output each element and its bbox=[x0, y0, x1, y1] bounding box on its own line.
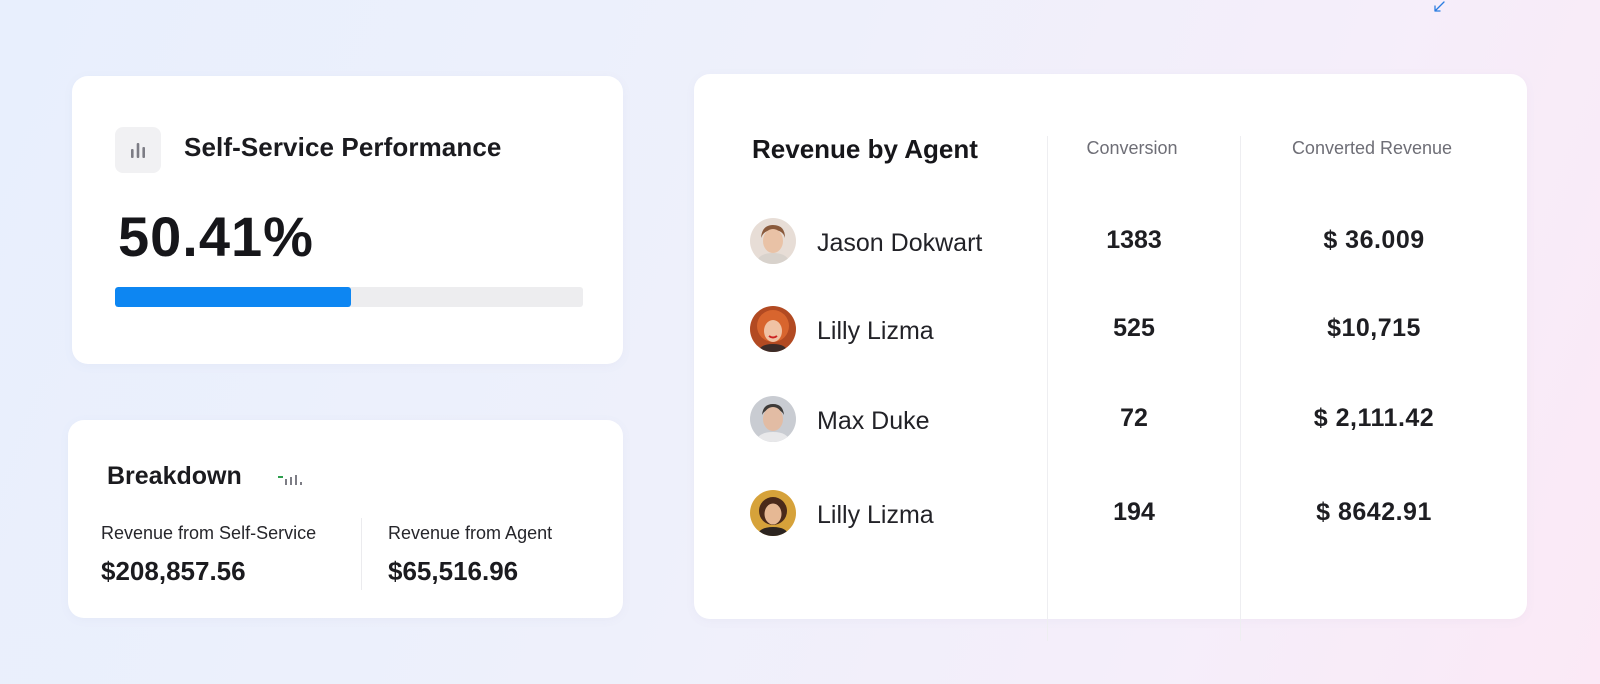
agent-conversion: 194 bbox=[1113, 498, 1155, 526]
bar-chart-icon bbox=[115, 127, 161, 173]
mini-bar-chart-icon bbox=[278, 472, 306, 490]
self-service-revenue: Revenue from Self-Service $208,857.56 bbox=[101, 523, 316, 587]
agent-converted-revenue: $ 2,111.42 bbox=[1313, 404, 1435, 432]
breakdown-divider bbox=[361, 518, 362, 590]
agent-revenue-amount: $65,516.96 bbox=[388, 556, 519, 586]
self-service-performance-card: Self-Service Performance 50.41% bbox=[72, 76, 623, 364]
performance-title: Self-Service Performance bbox=[184, 132, 502, 162]
conversion-column-header: Conversion bbox=[1086, 138, 1178, 158]
agent-revenue-label: Revenue from Agent bbox=[388, 523, 553, 543]
column-divider bbox=[1240, 136, 1241, 641]
table-row[interactable]: Jason Dokwart 1383 $ 36.009 bbox=[694, 218, 1527, 268]
performance-value: 50.41% bbox=[118, 205, 314, 268]
agent-revenue: Revenue from Agent $65,516.96 bbox=[388, 523, 552, 587]
table-row[interactable]: Lilly Lizma 194 $ 8642.91 bbox=[694, 490, 1527, 540]
agent-name: Lilly Lizma bbox=[817, 501, 934, 529]
performance-progress-bar bbox=[115, 287, 583, 307]
agent-conversion: 72 bbox=[1120, 404, 1148, 432]
performance-progress-fill bbox=[115, 287, 351, 307]
avatar bbox=[750, 396, 796, 442]
agent-converted-revenue: $10,715 bbox=[1327, 314, 1421, 342]
avatar bbox=[750, 490, 796, 536]
converted-revenue-column-header: Converted Revenue bbox=[1291, 138, 1453, 158]
agent-name: Jason Dokwart bbox=[817, 229, 983, 257]
table-row[interactable]: Lilly Lizma 525 $10,715 bbox=[694, 306, 1527, 356]
revenue-by-agent-card: Revenue by Agent Conversion Converted Re… bbox=[694, 74, 1527, 641]
arrow-down-left-icon bbox=[1432, 0, 1446, 18]
agent-conversion: 525 bbox=[1113, 314, 1155, 342]
column-divider bbox=[1047, 136, 1048, 641]
self-service-revenue-label: Revenue from Self-Service bbox=[101, 523, 317, 543]
revenue-by-agent-title: Revenue by Agent bbox=[752, 134, 978, 164]
breakdown-card: Breakdown Revenue from Self-Service $208… bbox=[68, 420, 623, 618]
agent-name: Lilly Lizma bbox=[817, 317, 934, 345]
agent-conversion: 1383 bbox=[1106, 226, 1162, 254]
breakdown-title: Breakdown bbox=[107, 462, 242, 490]
agent-converted-revenue: $ 8642.91 bbox=[1316, 498, 1432, 526]
self-service-revenue-amount: $208,857.56 bbox=[101, 556, 246, 586]
agent-converted-revenue: $ 36.009 bbox=[1323, 226, 1425, 254]
avatar bbox=[750, 306, 796, 352]
table-row[interactable]: Max Duke 72 $ 2,111.42 bbox=[694, 396, 1527, 446]
avatar bbox=[750, 218, 796, 264]
agent-name: Max Duke bbox=[817, 407, 930, 435]
